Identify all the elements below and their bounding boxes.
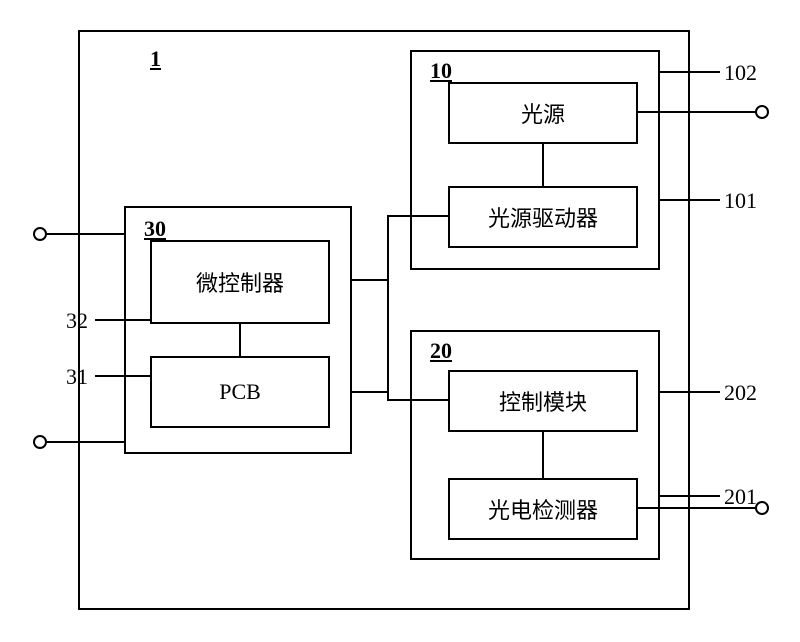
terminal-in-top bbox=[34, 228, 46, 240]
ref-101: 101 bbox=[724, 188, 757, 214]
detector-block: 光电检测器 bbox=[448, 478, 638, 540]
ref-201: 201 bbox=[724, 484, 757, 510]
terminal-out-102 bbox=[756, 106, 768, 118]
microcontroller-label: 微控制器 bbox=[196, 266, 284, 298]
pcb-block: PCB bbox=[150, 356, 330, 428]
ref-32: 32 bbox=[66, 308, 88, 334]
ref-31: 31 bbox=[66, 364, 88, 390]
module-30-ref: 30 bbox=[144, 216, 166, 242]
module-20-ref: 20 bbox=[430, 338, 452, 364]
ref-102: 102 bbox=[724, 60, 757, 86]
detector-label: 光电检测器 bbox=[488, 493, 598, 525]
terminal-in-bottom bbox=[34, 436, 46, 448]
outer-ref: 1 bbox=[150, 46, 161, 72]
microcontroller-block: 微控制器 bbox=[150, 240, 330, 324]
light-source-block: 光源 bbox=[448, 82, 638, 144]
pcb-label: PCB bbox=[219, 379, 261, 405]
light-source-label: 光源 bbox=[521, 97, 565, 129]
module-10-ref: 10 bbox=[430, 58, 452, 84]
terminal-out-201 bbox=[756, 502, 768, 514]
ref-202: 202 bbox=[724, 380, 757, 406]
control-module-block: 控制模块 bbox=[448, 370, 638, 432]
control-module-label: 控制模块 bbox=[499, 385, 587, 417]
driver-label: 光源驱动器 bbox=[488, 201, 598, 233]
driver-block: 光源驱动器 bbox=[448, 186, 638, 248]
